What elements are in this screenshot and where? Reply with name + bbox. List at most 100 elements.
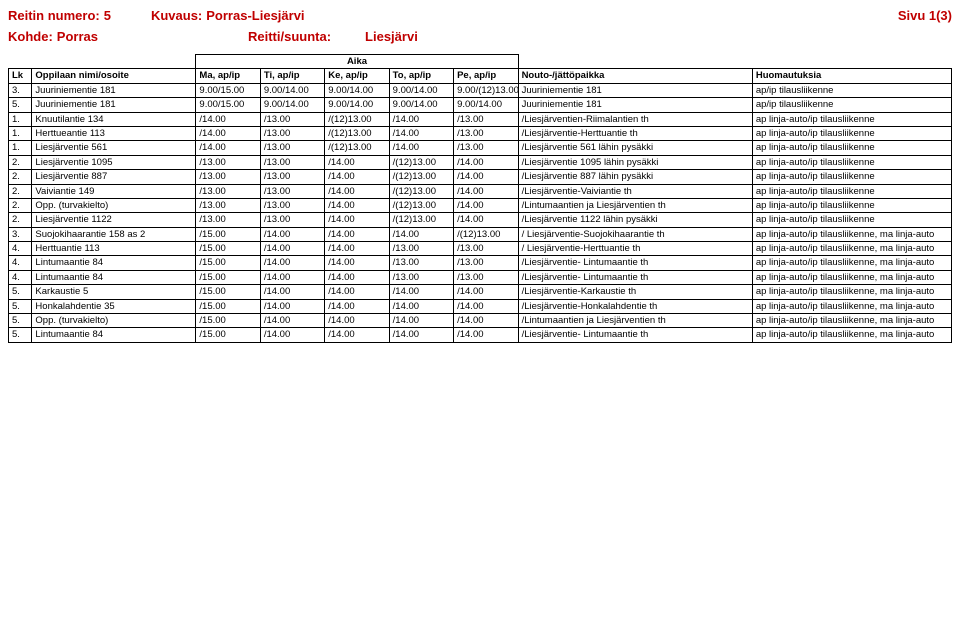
table-cell: /Liesjärventie- Lintumaantie th	[518, 328, 752, 342]
table-cell: /14.00	[454, 328, 518, 342]
description-label: Kuvaus:	[151, 8, 202, 23]
table-cell: Herttuantie 113	[32, 242, 196, 256]
table-cell: /13.00	[196, 213, 260, 227]
table-cell: /14.00	[260, 299, 324, 313]
table-cell: /(12)13.00	[325, 112, 389, 126]
table-cell: /13.00	[196, 184, 260, 198]
table-cell: /(12)13.00	[325, 141, 389, 155]
col-pick: Nouto-/jättöpaikka	[518, 69, 752, 83]
table-cell: /14.00	[325, 155, 389, 169]
header-row-2: Kohde: Porras Reitti/suunta: Liesjärvi	[8, 29, 952, 44]
table-cell: Juuriniementie 181	[518, 83, 752, 97]
table-cell: ap linja-auto/ip tilausliikenne	[752, 141, 951, 155]
table-header-row: Lk Oppilaan nimi/osoite Ma, ap/ip Ti, ap…	[9, 69, 952, 83]
table-cell: ap linja-auto/ip tilausliikenne, ma linj…	[752, 227, 951, 241]
table-cell: 4.	[9, 270, 32, 284]
table-cell: /14.00	[196, 141, 260, 155]
table-cell: ap linja-auto/ip tilausliikenne, ma linj…	[752, 256, 951, 270]
table-cell: /Liesjärventie-Herttuantie th	[518, 126, 752, 140]
table-cell: /13.00	[260, 155, 324, 169]
table-row: 2.Liesjärventie 887/13.00/13.00/14.00/(1…	[9, 170, 952, 184]
table-cell: Juuriniementie 181	[32, 83, 196, 97]
table-cell: /13.00	[260, 184, 324, 198]
col-note: Huomautuksia	[752, 69, 951, 83]
table-cell: Vaiviantie 149	[32, 184, 196, 198]
table-cell: /15.00	[196, 285, 260, 299]
table-cell: /Liesjärventie 561 lähin pysäkki	[518, 141, 752, 155]
table-cell: /13.00	[454, 242, 518, 256]
table-cell: Herttueantie 113	[32, 126, 196, 140]
schedule-table: Aika Lk Oppilaan nimi/osoite Ma, ap/ip T…	[8, 54, 952, 343]
table-cell: /14.00	[454, 285, 518, 299]
table-row: 5.Lintumaantie 84/15.00/14.00/14.00/14.0…	[9, 328, 952, 342]
table-cell: /14.00	[325, 314, 389, 328]
table-row: 4.Herttuantie 113/15.00/14.00/14.00/13.0…	[9, 242, 952, 256]
table-cell: /13.00	[454, 141, 518, 155]
table-cell: /13.00	[260, 198, 324, 212]
table-cell: /Lintumaantien ja Liesjärventien th	[518, 314, 752, 328]
col-ti: Ti, ap/ip	[260, 69, 324, 83]
table-cell: /13.00	[260, 126, 324, 140]
table-cell: /13.00	[260, 213, 324, 227]
route-number-label: Reitin numero:	[8, 8, 100, 23]
table-cell: /14.00	[325, 256, 389, 270]
table-cell: /(12)13.00	[325, 126, 389, 140]
table-cell: /14.00	[389, 299, 453, 313]
table-cell: /14.00	[454, 184, 518, 198]
table-cell: /15.00	[196, 242, 260, 256]
table-cell: /Liesjärventie-Karkaustie th	[518, 285, 752, 299]
table-cell: /14.00	[325, 299, 389, 313]
table-cell: /(12)13.00	[389, 213, 453, 227]
table-cell: /15.00	[196, 299, 260, 313]
table-cell: 9.00/15.00	[196, 83, 260, 97]
table-cell: /14.00	[389, 141, 453, 155]
table-cell: /Liesjärventie 887 lähin pysäkki	[518, 170, 752, 184]
table-cell: 2.	[9, 198, 32, 212]
table-cell: 5.	[9, 314, 32, 328]
table-cell: 9.00/14.00	[325, 98, 389, 112]
col-to: To, ap/ip	[389, 69, 453, 83]
table-cell: /Liesjärventie 1095 lähin pysäkki	[518, 155, 752, 169]
table-row: 1.Knuutilantie 134/14.00/13.00/(12)13.00…	[9, 112, 952, 126]
table-cell: ap linja-auto/ip tilausliikenne, ma linj…	[752, 314, 951, 328]
table-cell: 9.00/(12)13.00	[454, 83, 518, 97]
table-row: 5.Opp. (turvakielto)/15.00/14.00/14.00/1…	[9, 314, 952, 328]
table-cell: ap/ip tilausliikenne	[752, 83, 951, 97]
table-row: 5.Honkalahdentie 35/15.00/14.00/14.00/14…	[9, 299, 952, 313]
table-cell: /(12)13.00	[389, 184, 453, 198]
table-cell: 3.	[9, 83, 32, 97]
table-cell: /(12)13.00	[389, 198, 453, 212]
table-cell: /14.00	[454, 155, 518, 169]
table-cell: /14.00	[389, 112, 453, 126]
table-cell: /Liesjärventie 1122 lähin pysäkki	[518, 213, 752, 227]
table-cell: 4.	[9, 242, 32, 256]
table-cell: 9.00/15.00	[196, 98, 260, 112]
table-cell: 9.00/14.00	[389, 83, 453, 97]
table-cell: Karkaustie 5	[32, 285, 196, 299]
table-cell: /13.00	[389, 256, 453, 270]
table-cell: ap linja-auto/ip tilausliikenne, ma linj…	[752, 328, 951, 342]
aika-header: Aika	[196, 55, 518, 69]
table-cell: /14.00	[260, 285, 324, 299]
table-cell: /(12)13.00	[389, 170, 453, 184]
table-cell: 2.	[9, 213, 32, 227]
table-row: 1.Herttueantie 113/14.00/13.00/(12)13.00…	[9, 126, 952, 140]
table-cell: 1.	[9, 126, 32, 140]
table-cell: ap linja-auto/ip tilausliikenne, ma linj…	[752, 242, 951, 256]
table-cell: 9.00/14.00	[389, 98, 453, 112]
col-ke: Ke, ap/ip	[325, 69, 389, 83]
table-cell: /15.00	[196, 227, 260, 241]
table-cell: Liesjärventie 1095	[32, 155, 196, 169]
table-cell: /Lintumaantien ja Liesjärventien th	[518, 198, 752, 212]
page-indicator: Sivu 1(3)	[898, 8, 952, 23]
table-cell: /14.00	[454, 170, 518, 184]
table-cell: /14.00	[454, 198, 518, 212]
direction-value: Liesjärvi	[365, 29, 418, 44]
table-cell: Opp. (turvakielto)	[32, 314, 196, 328]
table-cell: /14.00	[325, 328, 389, 342]
table-cell: /14.00	[325, 242, 389, 256]
table-cell: /14.00	[325, 270, 389, 284]
table-row: 2.Liesjärventie 1095/13.00/13.00/14.00/(…	[9, 155, 952, 169]
table-cell: ap linja-auto/ip tilausliikenne	[752, 126, 951, 140]
table-cell: 4.	[9, 256, 32, 270]
